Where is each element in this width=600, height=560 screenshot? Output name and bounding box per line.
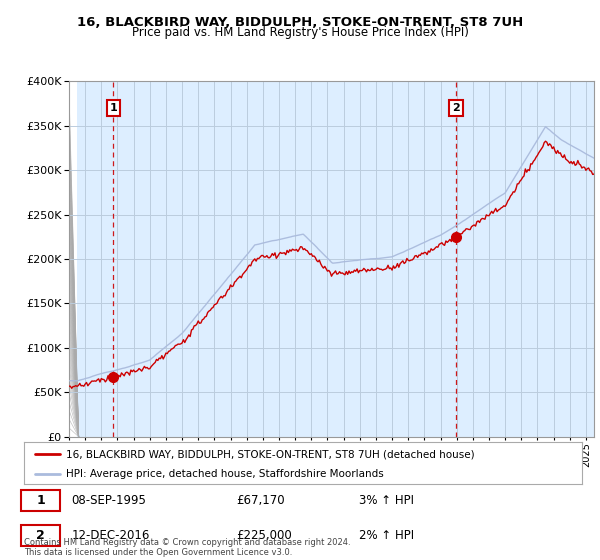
Text: Contains HM Land Registry data © Crown copyright and database right 2024.
This d: Contains HM Land Registry data © Crown c… — [24, 538, 350, 557]
Text: 2: 2 — [452, 103, 460, 113]
Text: 3% ↑ HPI: 3% ↑ HPI — [359, 494, 414, 507]
Text: £67,170: £67,170 — [236, 494, 284, 507]
FancyBboxPatch shape — [21, 525, 60, 545]
Text: 1: 1 — [110, 103, 117, 113]
Text: HPI: Average price, detached house, Staffordshire Moorlands: HPI: Average price, detached house, Staf… — [66, 469, 383, 479]
Text: 2% ↑ HPI: 2% ↑ HPI — [359, 529, 414, 542]
Text: 08-SEP-1995: 08-SEP-1995 — [71, 494, 146, 507]
Text: Price paid vs. HM Land Registry's House Price Index (HPI): Price paid vs. HM Land Registry's House … — [131, 26, 469, 39]
Text: 12-DEC-2016: 12-DEC-2016 — [71, 529, 150, 542]
Bar — [69, 81, 77, 437]
Text: £225,000: £225,000 — [236, 529, 292, 542]
FancyBboxPatch shape — [21, 491, 60, 511]
Text: 16, BLACKBIRD WAY, BIDDULPH, STOKE-ON-TRENT, ST8 7UH: 16, BLACKBIRD WAY, BIDDULPH, STOKE-ON-TR… — [77, 16, 523, 29]
Text: 16, BLACKBIRD WAY, BIDDULPH, STOKE-ON-TRENT, ST8 7UH (detached house): 16, BLACKBIRD WAY, BIDDULPH, STOKE-ON-TR… — [66, 449, 475, 459]
Text: 2: 2 — [37, 529, 45, 542]
Text: 1: 1 — [37, 494, 45, 507]
